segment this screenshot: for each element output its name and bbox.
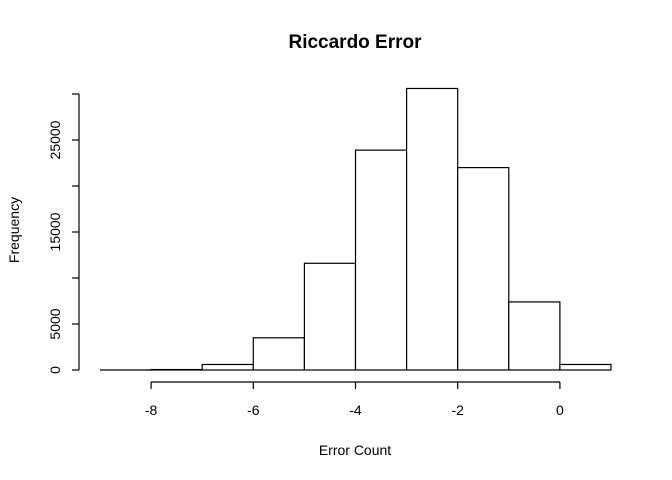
x-tick-label: -8 <box>145 402 158 418</box>
histogram-bar <box>303 262 357 371</box>
histogram-bar <box>201 363 254 371</box>
y-tick-label: 25000 <box>47 120 63 159</box>
y-axis: 0 5000 15000 25000 <box>47 93 80 374</box>
histogram-bar <box>559 363 612 371</box>
x-tick-label: 0 <box>556 402 564 418</box>
x-tick-label: -4 <box>349 402 362 418</box>
histogram-bar <box>406 87 459 371</box>
y-axis-label: Frequency <box>6 197 22 263</box>
x-tick-label: -6 <box>247 402 260 418</box>
y-tick-label: 5000 <box>47 308 63 339</box>
bars-group <box>100 87 612 371</box>
histogram-bar <box>252 337 306 371</box>
chart-title: Riccardo Error <box>288 32 422 53</box>
y-tick-label: 15000 <box>47 212 63 251</box>
x-axis-label: Error Count <box>319 442 391 458</box>
histogram-bar <box>354 149 408 371</box>
y-tick-label: 0 <box>47 366 63 374</box>
histogram-bar <box>508 301 561 371</box>
x-axis: -8 -6 -4 -2 0 <box>145 381 564 418</box>
x-tick-label: -2 <box>451 402 464 418</box>
histogram-bar <box>457 167 510 371</box>
